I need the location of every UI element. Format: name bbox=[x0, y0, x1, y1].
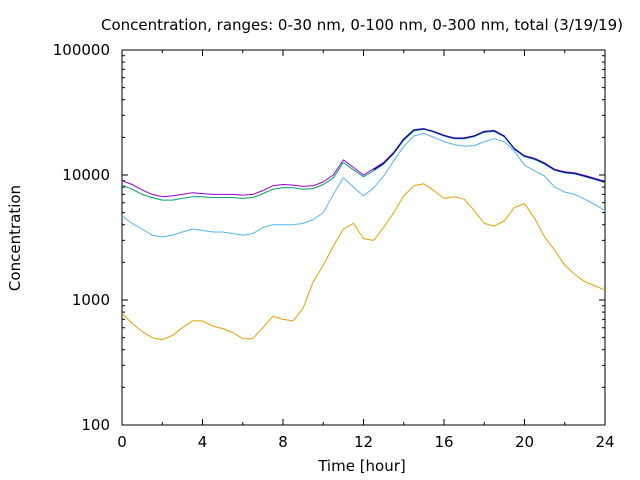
y-tick-label: 1000 bbox=[72, 291, 110, 309]
y-axis-title: Concentration bbox=[6, 185, 24, 291]
x-tick-label: 20 bbox=[515, 433, 534, 451]
series-layer bbox=[121, 128, 606, 341]
x-tick-label: 16 bbox=[434, 433, 453, 451]
plot-frame bbox=[121, 49, 606, 426]
x-axis-title: Time [hour] bbox=[317, 457, 406, 475]
series-line-1 bbox=[121, 183, 606, 341]
x-tick-label: 0 bbox=[117, 433, 127, 451]
x-axis-ticks: 0 4 8 12 16 20 24 bbox=[117, 50, 615, 451]
x-tick-label: 24 bbox=[595, 433, 614, 451]
series-line-2 bbox=[121, 132, 606, 238]
y-tick-label: 100000 bbox=[53, 41, 110, 59]
series-line-3 bbox=[121, 128, 606, 201]
y-tick-label: 10000 bbox=[62, 166, 110, 184]
x-tick-label: 8 bbox=[278, 433, 288, 451]
series-line-5 bbox=[373, 128, 606, 183]
x-tick-label: 12 bbox=[354, 433, 373, 451]
chart-title: Concentration, ranges: 0-30 nm, 0-100 nm… bbox=[101, 16, 623, 34]
x-tick-label: 4 bbox=[198, 433, 208, 451]
y-axis-ticks: 100 1000 10000 100000 bbox=[53, 41, 605, 434]
y-tick-label: 100 bbox=[81, 416, 110, 434]
series-line-4 bbox=[121, 128, 606, 198]
